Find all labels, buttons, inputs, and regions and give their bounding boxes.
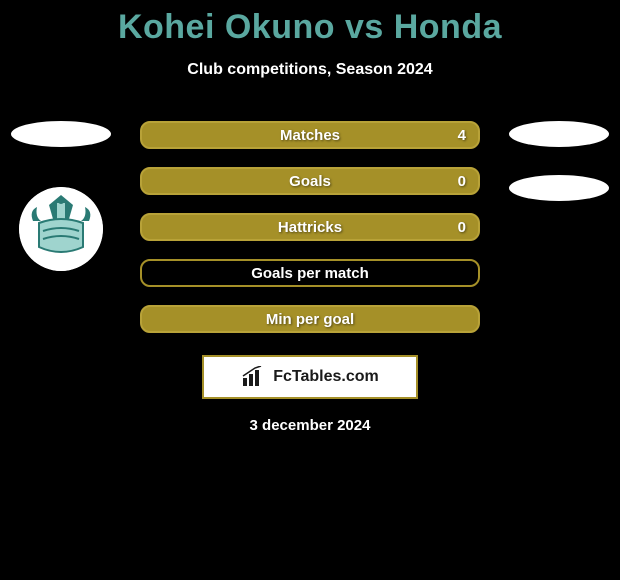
stat-value: 4: [458, 127, 466, 144]
stat-bar-matches: Matches 4: [140, 121, 480, 149]
stat-bar-min-per-goal: Min per goal: [140, 305, 480, 333]
stat-bar-goals: Goals 0: [140, 167, 480, 195]
stat-bar-hattricks: Hattricks 0: [140, 213, 480, 241]
comparison-content: Matches 4 Goals 0 Hattricks 0 Goals per …: [0, 121, 620, 434]
stat-label: Hattricks: [278, 219, 342, 236]
stat-value: 0: [458, 173, 466, 190]
player-left-club-badge: [19, 187, 103, 271]
player-right-avatar-placeholder-2: [509, 175, 609, 201]
brand-logo-icon: [241, 366, 267, 388]
subtitle: Club competitions, Season 2024: [0, 61, 620, 79]
stat-label: Matches: [280, 127, 340, 144]
player-right-column: [504, 121, 614, 229]
stat-label: Goals per match: [251, 265, 369, 282]
club-crest-icon: [19, 187, 103, 271]
player-right-avatar-placeholder-1: [509, 121, 609, 147]
stat-label: Min per goal: [266, 311, 354, 328]
player-left-column: [6, 121, 116, 271]
brand-box: FcTables.com: [202, 355, 418, 399]
page-title: Kohei Okuno vs Honda: [0, 0, 620, 47]
stat-bars: Matches 4 Goals 0 Hattricks 0 Goals per …: [140, 121, 480, 333]
stat-bar-goals-per-match: Goals per match: [140, 259, 480, 287]
stat-label: Goals: [289, 173, 331, 190]
player-left-avatar-placeholder: [11, 121, 111, 147]
brand-text: FcTables.com: [273, 368, 379, 386]
date-text: 3 december 2024: [0, 417, 620, 434]
stat-value: 0: [458, 219, 466, 236]
